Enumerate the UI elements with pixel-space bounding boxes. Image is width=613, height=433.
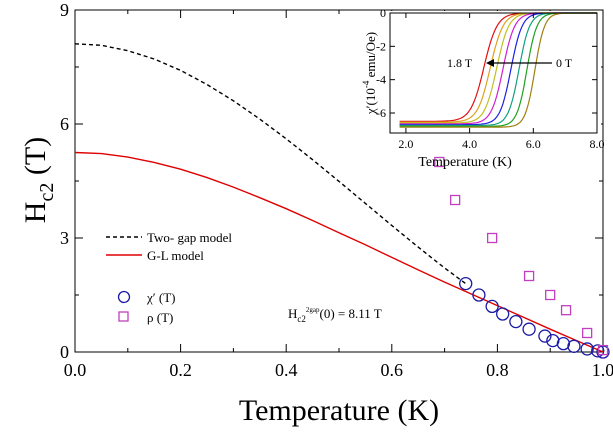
annotation-prefix: H [288,306,297,321]
main-tick-labels: 0.0 0.2 0.4 0.6 0.8 1.0 0 3 6 9 [60,0,613,380]
gl-model-line [74,151,604,353]
chi-data-point [522,322,536,336]
inset-x-tick-label: 8.0 [590,137,605,151]
chi-data-point [556,336,571,351]
inset-axis-ticks [390,12,598,133]
inset-y-label-pre: χ′(10 [363,88,378,115]
chi-data-point [472,288,486,302]
inset-y-tick-label: 0 [380,6,386,20]
y-axis-label-sub: c2 [36,183,58,202]
inset-x-tick-label: 4.0 [462,137,477,151]
x-tick-label: 0.8 [486,360,509,380]
inset-arrow-head [486,59,494,67]
inset-background [383,11,601,139]
chi-data-point [580,342,594,356]
rho-data-point [545,289,556,301]
legend-rho-label: ρ (T) [147,310,173,325]
legend-gl-label: G-L model [147,248,204,263]
legend-chi-label: χ′ (T) [146,290,175,305]
y-axis-label: Hc2 (T) [19,137,58,223]
rho-data-point [450,194,461,206]
y-tick-label: 3 [60,228,69,248]
inset-y-axis-label: χ′(10-4 emu/Oe) [361,32,378,115]
x-tick-label: 1.0 [592,360,613,380]
annotation-sub: c2 [297,314,306,324]
x-tick-label: 0.4 [275,360,298,380]
legend-two-gap-label: Two- gap model [147,230,232,245]
inset-x-tick-label: 2.0 [398,137,413,151]
chi-data-point [459,276,473,291]
inset-x-axis-label: Temperature (K) [418,155,512,170]
inset-y-tick-label: -6 [376,106,386,120]
rho-data-point [597,344,609,356]
inset-tick-labels: 2.0 4.0 6.0 8.0 0 -2 -4 -6 [376,6,605,151]
y-axis-label-main: H [19,202,52,224]
chi-data-point [509,314,523,329]
x-axis-label: Temperature (K) [239,394,439,427]
legend-rho-marker [118,311,129,322]
rho-data-point [582,327,593,339]
chi-data-point [485,299,499,314]
chi-data-point [538,329,552,343]
main-model-lines [74,43,604,353]
rho-data-point [560,305,572,316]
inset-x-tick-label: 6.0 [526,137,541,151]
inset-frame [389,12,598,134]
inset-annotation-left: 1.8 T [447,56,473,70]
x-tick-label: 0.6 [381,360,404,380]
main-data-markers [434,156,610,359]
legend: Two- gap model G-L model χ′ (T) ρ (T) [106,230,232,325]
chi-data-point [567,339,581,353]
hc2-annotation: Hc22gap(0) = 8.11 T [288,306,382,324]
y-tick-label: 0 [60,342,69,362]
inset-y-label-exp: -4 [361,80,371,88]
annotation-sup: 2gap [306,306,320,314]
inset-y-tick-label: -2 [376,39,386,53]
y-tick-label: 6 [60,114,69,134]
y-axis-label-unit: (T) [19,137,52,183]
inset-y-tick-label: -4 [376,73,386,87]
inset-y-label-post: emu/Oe) [363,32,378,81]
chi-data-point [591,344,605,358]
rho-data-point [523,270,535,282]
two-gap-model-line [74,43,467,285]
legend-chi-marker [117,290,131,304]
inset-chart: 2.0 4.0 6.0 8.0 0 -2 -4 -6 Temperature (K) χ′(1… [361,6,605,170]
x-tick-label: 0.2 [169,360,192,380]
inset-annotation-right: 0 T [556,56,573,70]
y-tick-label: 9 [60,0,69,20]
annotation-suffix: (0) = 8.11 T [320,306,382,321]
rho-data-point [486,232,498,244]
x-tick-label: 0.0 [64,360,87,380]
rho-data-point [434,156,445,168]
chi-data-point [496,307,510,321]
